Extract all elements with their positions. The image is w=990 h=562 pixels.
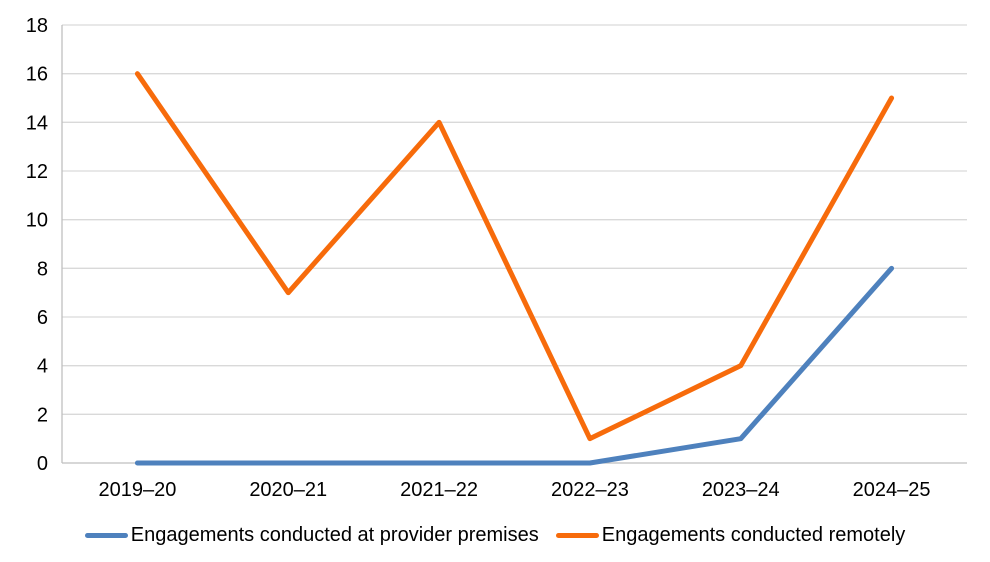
series-line-0 — [134, 265, 895, 466]
y-tick-label: 2 — [37, 404, 48, 426]
legend-item-remotely: Engagements conducted remotely — [555, 521, 906, 549]
series-line-1 — [134, 71, 895, 442]
chart-legend: Engagements conducted at provider premis… — [0, 521, 990, 549]
legend-item-provider-premises: Engagements conducted at provider premis… — [84, 521, 539, 549]
x-tick-label: 2023–24 — [702, 479, 780, 501]
x-tick-label: 2024–25 — [853, 479, 931, 501]
x-tick-label: 2021–22 — [400, 479, 478, 501]
y-tick-label: 4 — [37, 356, 48, 378]
y-tick-label: 6 — [37, 307, 48, 329]
y-tick-label: 14 — [26, 112, 48, 134]
y-tick-label: 10 — [26, 210, 48, 232]
legend-swatch-orange-line — [555, 532, 599, 538]
x-tick-label: 2022–23 — [551, 479, 629, 501]
y-tick-label: 18 — [26, 15, 48, 37]
x-tick-label: 2020–21 — [249, 479, 327, 501]
y-tick-label: 8 — [37, 258, 48, 280]
y-tick-label: 0 — [37, 453, 48, 475]
y-tick-label: 16 — [26, 64, 48, 86]
y-tick-label: 12 — [26, 161, 48, 183]
legend-swatch-blue-line — [84, 532, 128, 538]
legend-label: Engagements conducted at provider premis… — [130, 524, 539, 546]
x-tick-label: 2019–20 — [98, 479, 176, 501]
legend-label: Engagements conducted remotely — [601, 524, 906, 546]
